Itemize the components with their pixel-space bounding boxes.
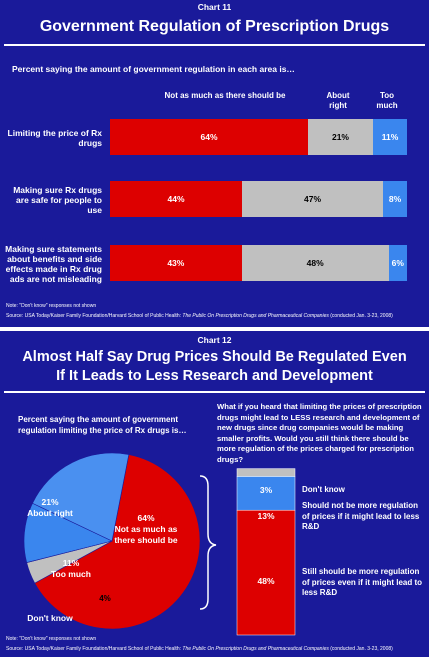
category-label: Making sure statements about benefits an… xyxy=(5,244,102,284)
bar-segment: 44% xyxy=(110,181,242,217)
bar-segment: 6% xyxy=(388,245,407,281)
pie-label-dont-know-pct: 4% xyxy=(99,594,111,603)
source-text: Source: USA Today/Kaiser Family Foundati… xyxy=(6,313,181,319)
pie-label-about-right-text: About right xyxy=(27,508,73,518)
stack-segment xyxy=(236,468,296,477)
chart-12-source: Source: USA Today/Kaiser Family Foundati… xyxy=(6,646,393,652)
stack-label-should-not-pct: 13% xyxy=(257,511,274,521)
stack-legend-dont-know: Don't know xyxy=(302,485,345,494)
stack-legend-still-should: Still should be more regulation of price… xyxy=(302,567,423,597)
pie-label-too-much-pct: 11% xyxy=(63,558,80,568)
bar-segment: 43% xyxy=(110,245,242,281)
source-text: Source: USA Today/Kaiser Family Foundati… xyxy=(6,646,181,652)
bar-segment: 48% xyxy=(241,245,389,281)
stack-segment xyxy=(236,476,296,511)
title-underline xyxy=(4,391,425,393)
pie-label-dont-know-text: Don't know xyxy=(27,613,73,623)
stack-label-still-should-pct: 48% xyxy=(257,576,274,586)
source-dates: (conducted Jan. 3-23, 2008) xyxy=(330,646,393,652)
chart-11-subtitle: Percent saying the amount of government … xyxy=(12,64,295,74)
pie-and-stack-svg: 21% About right 64% Not as much as there… xyxy=(23,452,296,636)
chart-11-title: Government Regulation of Prescription Dr… xyxy=(39,18,390,35)
title-underline xyxy=(4,44,425,46)
pie-label-too-much-text: Too much xyxy=(51,569,91,579)
source-report-title: The Public On Prescription Drugs and Pha… xyxy=(182,646,329,652)
pie-slice xyxy=(32,452,130,542)
pie-chart xyxy=(23,452,201,630)
pie-label-not-as-much-line-1: Not as much as xyxy=(115,524,178,534)
source-dates: (conducted Jan. 3-23, 2008) xyxy=(330,313,393,319)
legend-too-much: Too much xyxy=(376,91,398,110)
chart-12-panel: Chart 12 Almost Half Say Drug Prices Sho… xyxy=(0,331,429,657)
bar-segment: 11% xyxy=(372,119,407,155)
chart-12-note: Note: "Don't know" responses not shown xyxy=(6,636,97,642)
chart-11-note: Note: "Don't know" responses not shown xyxy=(6,303,97,309)
chart-11-source: Source: USA Today/Kaiser Family Foundati… xyxy=(6,313,393,319)
chart-11-label: Chart 11 xyxy=(197,2,232,12)
bar-segment: 47% xyxy=(242,181,383,217)
stack-segment xyxy=(236,509,296,636)
bar-segment: 64% xyxy=(110,119,308,155)
stack-legend-should-not: Should not be more regulation of prices … xyxy=(302,501,420,531)
pie-label-not-as-much-line-2: there should be xyxy=(114,535,178,545)
pie-label-about-right-pct: 21% xyxy=(41,497,58,507)
stacked-column xyxy=(236,468,296,636)
bar-segment: 21% xyxy=(308,119,373,155)
left-question: Percent saying the amount of government … xyxy=(18,415,187,435)
pie-slice xyxy=(34,454,201,630)
chart-12-title-line-1: Almost Half Say Drug Prices Should Be Re… xyxy=(22,349,407,365)
right-question: What if you heard that limiting the pric… xyxy=(217,402,422,464)
category-label: Limiting the price of Rx drugs xyxy=(7,128,102,148)
stack-label-dont-know-pct: 3% xyxy=(260,485,273,495)
chart-11-panel: Chart 11 Government Regulation of Prescr… xyxy=(0,0,429,327)
bar-segment: 8% xyxy=(383,181,407,217)
legend-about-right: About right xyxy=(326,91,350,110)
chart-12-label: Chart 12 xyxy=(197,335,232,345)
pie-label-not-as-much-pct: 64% xyxy=(137,513,154,523)
category-label: Making sure Rx drugs are safe for people… xyxy=(13,185,102,215)
source-report-title: The Public On Prescription Drugs and Pha… xyxy=(182,313,329,319)
legend-not-as-much: Not as much as there should be xyxy=(164,91,286,100)
brace-connector xyxy=(199,475,217,610)
chart-12-title-line-2: If It Leads to Less Research and Develop… xyxy=(56,368,373,384)
